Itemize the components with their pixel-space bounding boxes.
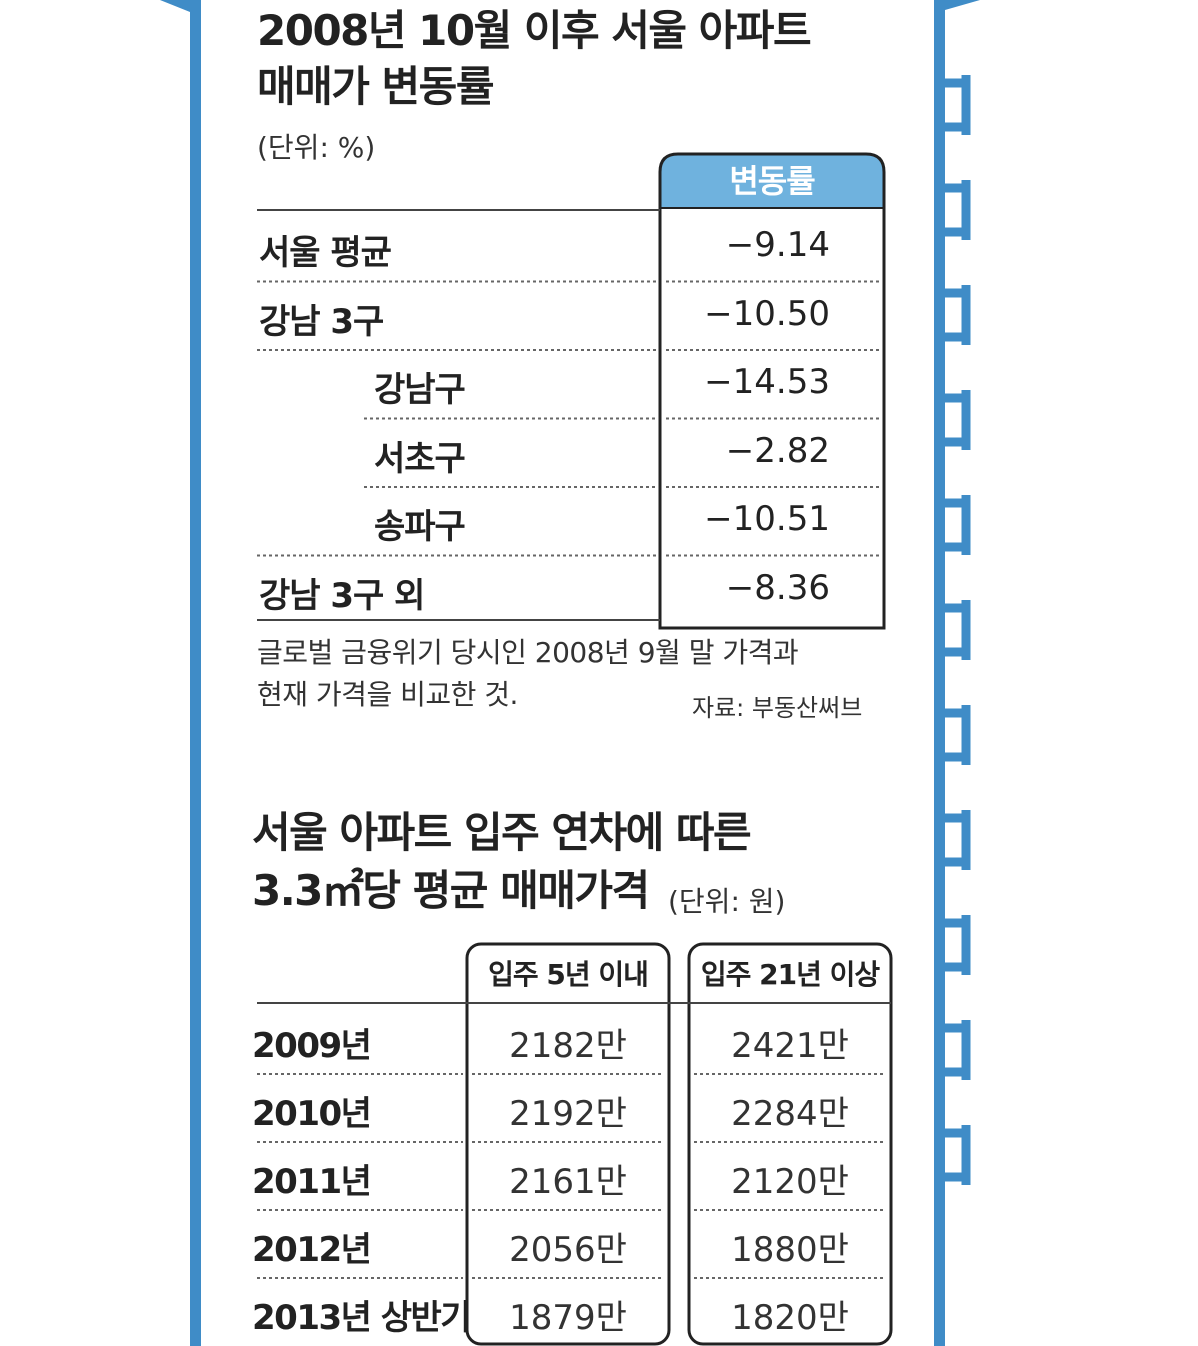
table2-row-label: 2012년 <box>252 1230 372 1270</box>
table2-cell-value: 1879만 <box>509 1298 627 1338</box>
table2-cell-value: 1880만 <box>731 1230 849 1270</box>
table1-source: 자료: 부동산써브 <box>692 694 863 722</box>
table2-cell-value: 2284만 <box>731 1094 849 1134</box>
table1-row-label: 서울 평균 <box>259 233 392 273</box>
table1-note-line2: 현재 가격을 비교한 것. <box>257 678 518 711</box>
table1-lines <box>257 152 886 630</box>
table2-unit: (단위: 원) <box>668 885 786 918</box>
table1-row-value: −10.51 <box>704 499 830 539</box>
table2-title-line2: 3.3㎡당 평균 매매가격 <box>252 866 650 915</box>
table2-column-header-2: 입주 21년 이상 <box>700 958 880 991</box>
table1-row-label: 강남구 <box>374 370 466 410</box>
table2-cell-value: 1820만 <box>731 1298 849 1338</box>
table1-row-label: 강남 3구 외 <box>259 575 425 616</box>
table2-column-header-1: 입주 5년 이내 <box>488 958 649 991</box>
table2-cell-value: 2182만 <box>509 1026 627 1066</box>
table1-row-label: 강남 3구 <box>259 301 384 342</box>
table2-cell-value: 2161만 <box>509 1162 627 1202</box>
table2-cell-value: 2056만 <box>509 1230 627 1270</box>
table1-row-label: 송파구 <box>374 507 466 547</box>
table2-cell-value: 2120만 <box>731 1162 849 1202</box>
table1-unit: (단위: %) <box>257 131 376 164</box>
table2-cell-value: 2192만 <box>509 1094 627 1134</box>
table1-row-value: −14.53 <box>704 362 830 402</box>
table1-title-line1: 2008년 10월 이후 서울 아파트 <box>257 6 812 55</box>
table1-row-value: −2.82 <box>725 430 830 471</box>
table2-title-line1: 서울 아파트 입주 연차에 따른 <box>252 808 752 857</box>
table1-row-value: −9.14 <box>725 225 830 265</box>
table2-row-label: 2009년 <box>252 1026 372 1066</box>
table2-row-label: 2010년 <box>252 1094 372 1134</box>
table2-row-label: 2013년 상반기 <box>252 1298 472 1338</box>
table2-row-label: 2011년 <box>252 1162 372 1202</box>
table1-row-label: 서초구 <box>374 438 466 479</box>
table1-row-value: −8.36 <box>725 567 830 608</box>
table2-cell-value: 2421만 <box>731 1026 849 1066</box>
table1-row-value: −10.50 <box>704 293 830 334</box>
table1-title-line2: 매매가 변동률 <box>257 62 494 111</box>
table1-column-header: 변동률 <box>729 162 815 200</box>
table1-note-line1: 글로벌 금융위기 당시인 2008년 9월 말 가격과 <box>257 636 799 669</box>
